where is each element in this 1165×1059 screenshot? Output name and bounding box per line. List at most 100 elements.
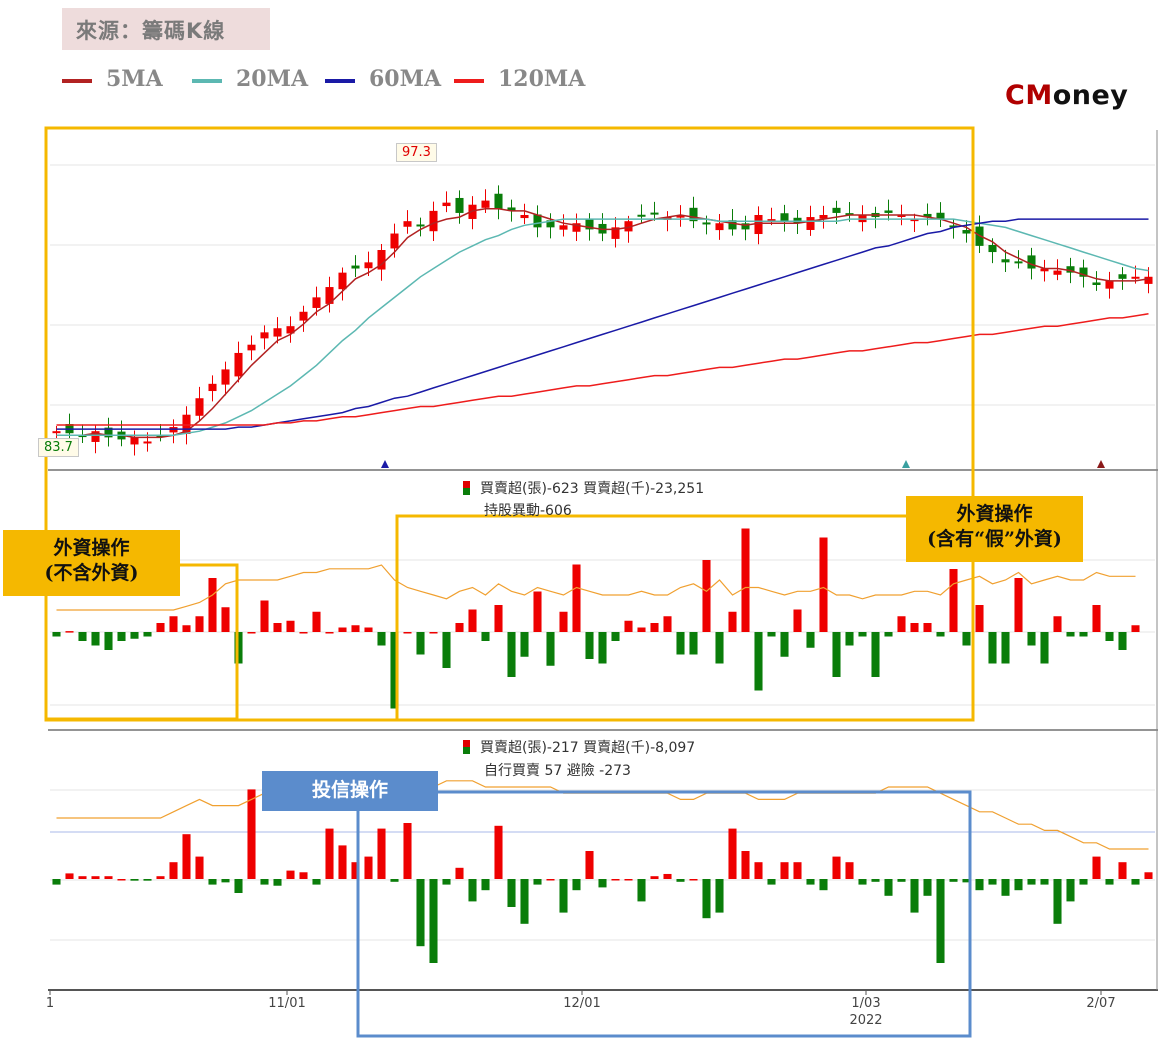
trust-bar [806,879,815,885]
foreign-bar [312,611,321,632]
candle-body [208,383,217,392]
foreign-bar [663,616,672,632]
trust-bar [793,862,802,879]
trust-bar [1014,879,1023,891]
trust-bar [559,879,568,913]
candle-body [780,213,789,222]
foreign-bar [286,620,295,632]
source-label: 來源：籌碼K線 [76,19,226,43]
candle-body [988,245,997,253]
candle-body [1053,270,1062,275]
trust-bar [52,879,61,885]
trust-bar [182,834,191,879]
trust-bar [364,856,373,879]
candle-body [585,219,594,230]
trust-bar [949,879,958,882]
panel3-info-line2: 自行買賣 57 避險 -273 [484,763,631,779]
foreign-bar [195,616,204,632]
trust-bar [286,870,295,879]
trust-bar [884,879,893,896]
trust-bar [156,876,165,879]
foreign-bar [1066,632,1075,637]
foreign-bar [208,578,217,632]
trust-bar [455,867,464,879]
candle-body [546,220,555,228]
ma-line-20ma [56,218,1149,437]
candle-body [559,225,568,230]
trust-bar [247,789,256,879]
trust-bar [975,879,984,891]
foreign-bar [819,537,828,632]
panel2-info-line2: 持股異動-606 [484,503,572,519]
foreign-bar [845,632,854,646]
trust-bar [78,876,87,879]
candle-body [637,214,646,217]
trust-bar [117,879,126,881]
foreign-bar [507,632,516,677]
signal-marker [381,460,389,468]
trust-bar [663,873,672,879]
trust-bar [1118,862,1127,879]
trust-bar [572,879,581,891]
foreign-bar [754,632,763,691]
candle-body [234,352,243,377]
legend-label-20ma: 20MA [236,66,309,92]
candle-body [1027,255,1036,269]
cmoney-logo: CMoney [1005,80,1128,111]
trust-bar [234,879,243,893]
foreign-bar [923,623,932,632]
trust-bar [208,879,217,885]
legend-label-120ma: 120MA [498,66,586,92]
trust-bar [650,876,659,879]
high-price-tag: 97.3 [396,143,437,162]
candle-body [936,212,945,220]
candle-body [650,212,659,215]
foreign-bar [585,632,594,659]
foreign-bar [676,632,685,655]
foreign-bar [104,632,113,650]
foreign-bar [1001,632,1010,664]
trust-bar [546,879,555,881]
candle-body [949,225,958,228]
candle-body [1131,276,1140,279]
trust-bar [845,862,854,879]
trust-bar [520,879,529,924]
ma-line-5ma [56,208,1149,439]
foreign-bar [1105,632,1114,641]
trust-bar [143,879,152,881]
foreign-bar [143,632,152,637]
trust-bar [429,879,438,963]
trust-bar [1001,879,1010,896]
candle-body [832,207,841,213]
candle-body [273,328,282,337]
foreign-bar [338,627,347,632]
legend-swatch-120ma [454,79,484,83]
foreign-bar [572,564,581,632]
candle-body [533,214,542,228]
candle-body [962,230,971,234]
trust-bar [715,879,724,913]
candle-body [676,215,685,218]
foreign-bar [494,605,503,632]
trust-bar [104,876,113,879]
legend-swatch-20ma [192,79,222,83]
trust-bar [676,879,685,882]
foreign-bar [416,632,425,655]
candle-body [806,217,815,230]
foreign-bar [91,632,100,646]
trust-bar [936,879,945,963]
trust-bar [637,879,646,902]
x-tick-label: 12/01 [563,996,601,1011]
trust-bar [338,845,347,879]
candle-body [455,197,464,213]
trust-bar [962,879,971,883]
foreign-bar [299,632,308,634]
foreign-bar [156,623,165,632]
candle-body [91,431,100,442]
candle-body [416,224,425,227]
trust-bar [260,879,269,885]
trust-bar [1131,879,1140,885]
candle-body [494,193,503,209]
foreign-bar [767,632,776,637]
foreign-bar [481,632,490,641]
